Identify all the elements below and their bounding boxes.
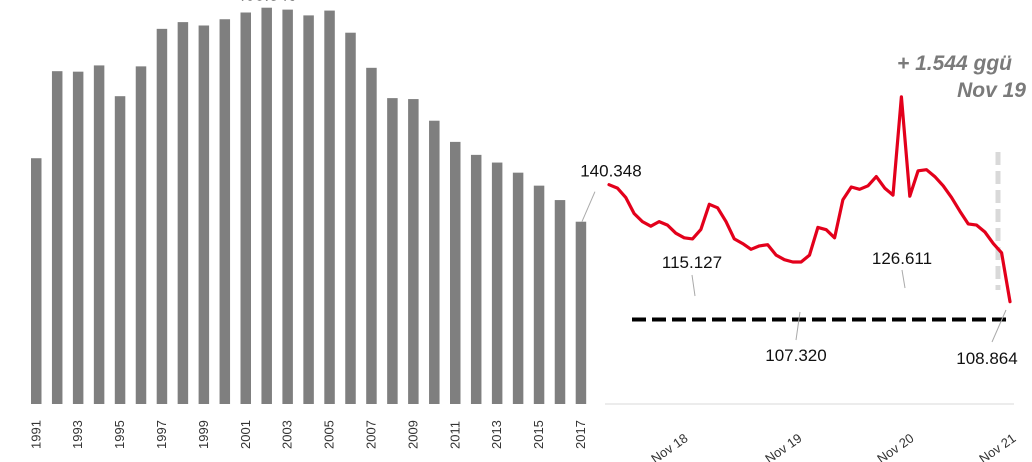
bar-2015 [533, 185, 545, 404]
bar-2004 [303, 15, 314, 405]
bar-2006 [345, 32, 356, 404]
bar-x-tick-2015: 2015 [531, 420, 546, 449]
bar-2000 [219, 19, 231, 404]
line-data-label-leader-2 [901, 269, 906, 289]
bar-x-tick-2007: 2007 [363, 420, 378, 449]
bar-x-tick-2013: 2013 [489, 420, 504, 449]
bar-2009 [408, 99, 419, 405]
bar-data-label-leader [581, 191, 596, 222]
line-data-label-1: 107.320 [765, 346, 826, 365]
bar-1991 [31, 158, 42, 404]
annotation-change-line2: Nov 19 [957, 79, 1026, 102]
line-data-label-leader-0 [691, 274, 696, 297]
line-data-label-3: 108.864 [956, 349, 1017, 368]
bar-2012 [470, 154, 482, 404]
line-data-label-0: 115.127 [662, 253, 722, 272]
bar-2007 [366, 67, 377, 405]
line-data-label-leader-3 [991, 309, 1007, 343]
bar-data-label-last: 140.348 [580, 162, 641, 181]
bar-2003 [282, 9, 293, 404]
bar-x-tick-2009: 2009 [405, 420, 420, 449]
bar-x-tick-2005: 2005 [322, 420, 337, 449]
bar-chart: 1991 1993 1995 1997 1999 2001 2003 2005 2007 2009… [28, 0, 641, 449]
bar-2010 [429, 120, 440, 404]
bar-x-tick-1991: 1991 [28, 420, 43, 449]
line-data-label-leader-1 [795, 311, 801, 341]
bar-1997 [156, 28, 168, 404]
bar-1992 [51, 71, 63, 404]
line-x-tick-3: Nov 21 [976, 430, 1018, 462]
line-series [607, 95, 1012, 304]
bar-1993 [72, 71, 84, 405]
bar-2017 [575, 221, 587, 404]
bar-x-tick-2017: 2017 [573, 420, 588, 449]
line-chart: Nov 18 Nov 19 Nov 20 Nov 21 115.127 107.320 12… [605, 95, 1019, 462]
bar-x-tick-1993: 1993 [70, 420, 85, 449]
bar-2014 [512, 172, 524, 404]
bar-2008 [387, 98, 398, 404]
bar-x-tick-2003: 2003 [280, 420, 295, 449]
line-x-tick-1: Nov 19 [762, 430, 804, 462]
bar-2001 [240, 12, 251, 405]
bar-x-tick-1999: 1999 [196, 420, 211, 449]
bar-x-tick-1995: 1995 [112, 420, 127, 449]
bar-1996 [135, 66, 147, 404]
bar-2002 [261, 7, 272, 404]
bar-2016 [554, 200, 566, 404]
line-data-label-2: 126.611 [872, 249, 932, 268]
bar-x-tick-1997: 1997 [154, 420, 169, 449]
bar-data-label-peak: 405.349 [236, 0, 297, 5]
bar-2011 [450, 141, 461, 404]
line-x-tick-0: Nov 18 [648, 430, 690, 462]
bar-1995 [114, 96, 126, 404]
bar-1999 [198, 25, 210, 404]
line-x-tick-2: Nov 20 [874, 430, 916, 462]
bar-1998 [177, 22, 189, 404]
bar-x-tick-2011: 2011 [447, 421, 462, 449]
bar-1994 [93, 65, 105, 405]
bar-2005 [324, 10, 335, 404]
annotation-change-line1: + 1.544 ggü [897, 52, 1012, 75]
bar-x-tick-2001: 2001 [238, 420, 253, 449]
bar-2013 [491, 162, 503, 404]
